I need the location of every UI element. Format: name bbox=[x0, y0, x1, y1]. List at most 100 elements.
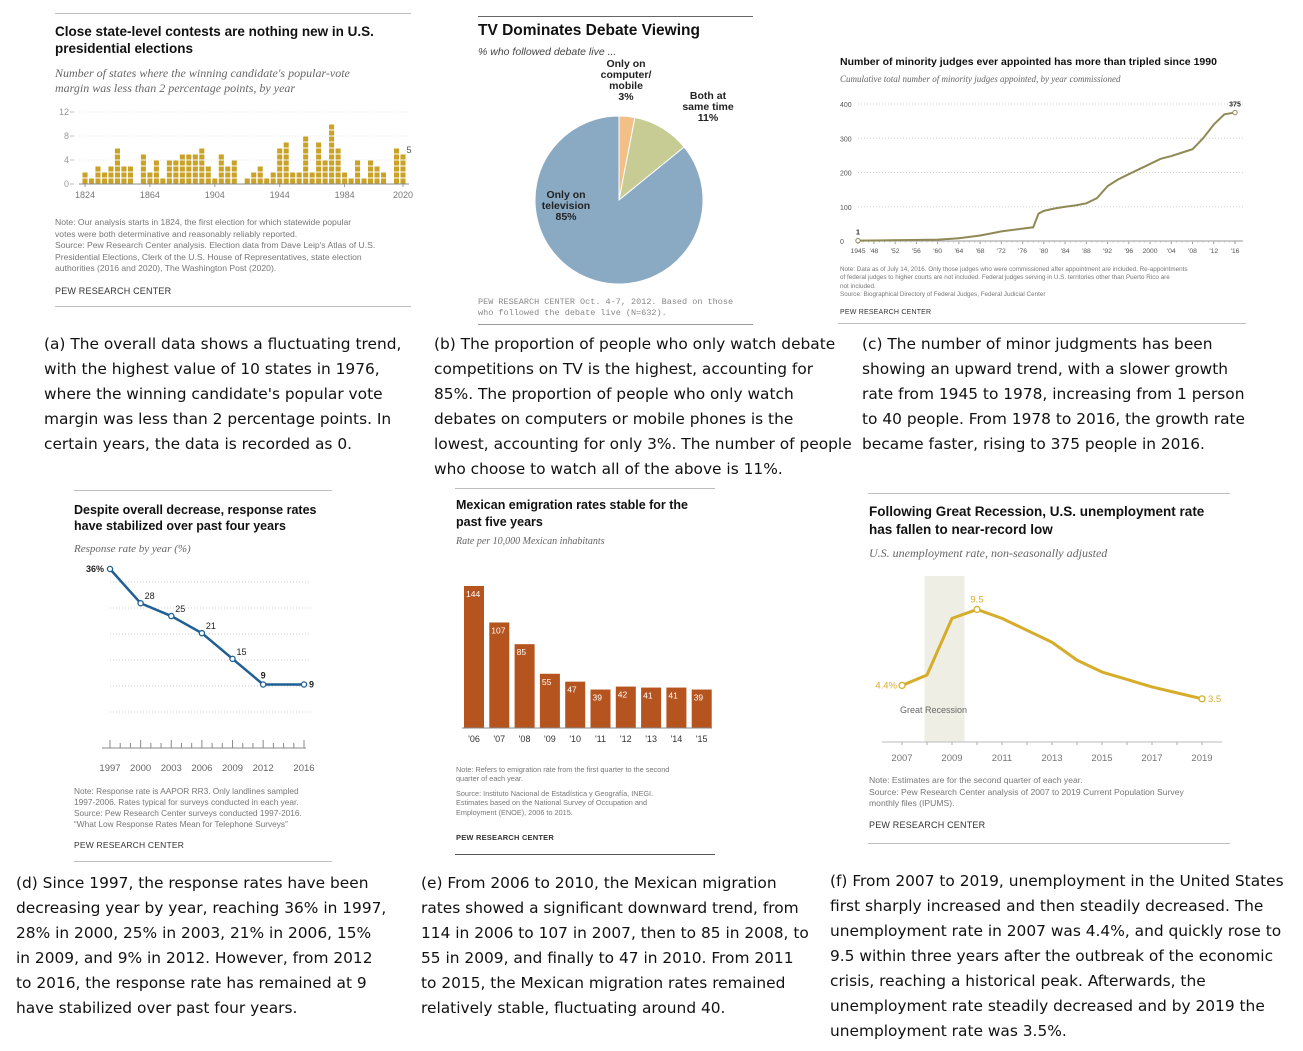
x-tick-label: 2017 bbox=[1141, 753, 1162, 764]
point-marker bbox=[1232, 109, 1238, 116]
bar-segment bbox=[329, 130, 335, 136]
bar-segment bbox=[231, 172, 237, 178]
bar-segment bbox=[114, 154, 120, 160]
x-tick-label: '09 bbox=[544, 734, 556, 744]
y-tick-label: 400 bbox=[840, 102, 852, 109]
y-tick-label: 100 bbox=[840, 205, 852, 212]
point-marker bbox=[300, 681, 308, 688]
bar-segment bbox=[166, 166, 172, 172]
note-line: 1997-2006. Rates typical for surveys con… bbox=[74, 797, 299, 807]
bar-segment bbox=[231, 166, 237, 172]
bar-segment bbox=[342, 172, 348, 178]
x-tick-label: '15 bbox=[696, 734, 708, 744]
bar bbox=[565, 681, 586, 728]
bar bbox=[666, 687, 687, 728]
x-tick-label: '11 bbox=[595, 734, 606, 744]
bar-segment bbox=[329, 160, 335, 166]
point-label: 1 bbox=[856, 230, 860, 237]
bar bbox=[691, 689, 712, 728]
y-tick-label: 4 bbox=[64, 155, 69, 165]
chart-c: 0 100 200 300 400 1945 '48 '52 '56 '60 '64 '68 '72 '7… bbox=[840, 102, 1243, 255]
point-label: 28 bbox=[145, 591, 155, 601]
panel-f-brand: PEW RESEARCH CENTER bbox=[869, 820, 986, 830]
bar-segment bbox=[380, 172, 387, 178]
bar-segment bbox=[140, 178, 146, 184]
bar-segment bbox=[231, 178, 237, 184]
bar-segment bbox=[393, 154, 400, 160]
bar bbox=[615, 686, 636, 728]
bar-segment bbox=[355, 166, 361, 172]
bar-segment bbox=[140, 166, 146, 172]
x-tick-label: 2015 bbox=[1091, 753, 1112, 764]
panel-d-note: Note: Response rate is AAPOR RR3. Only l… bbox=[74, 786, 302, 830]
caption-b: (b) The proportion of people who only wa… bbox=[434, 335, 852, 478]
x-tick-label: '08 bbox=[519, 734, 531, 744]
bar-segment bbox=[114, 166, 120, 172]
chart-d: 1997 2000 2003 2006 2009 2012 2016 36% 28 25 21 15 9… bbox=[86, 564, 315, 774]
bar bbox=[641, 687, 662, 728]
bar-segment bbox=[290, 178, 296, 184]
bar bbox=[489, 622, 510, 728]
note-line: PEW RESEARCH CENTER Oct. 4-7, 2012. Base… bbox=[478, 297, 734, 307]
caption-e: (e) From 2006 to 2010, the Mexican migra… bbox=[421, 874, 809, 1017]
note-line: Note: Data as of July 14, 2016. Only tho… bbox=[840, 266, 1188, 273]
bar-segment bbox=[322, 178, 328, 184]
slice-label: 11% bbox=[698, 112, 719, 124]
bar-segment bbox=[270, 178, 276, 184]
bar-segment bbox=[173, 178, 179, 184]
x-tick-label: '52 bbox=[891, 248, 900, 255]
bar-segment bbox=[82, 172, 88, 178]
bar-segment bbox=[277, 178, 283, 184]
bar-segment bbox=[335, 148, 341, 154]
panel-d-title: Despite overall decrease, response rates… bbox=[74, 502, 317, 534]
bar-segment bbox=[179, 166, 185, 172]
bar-segment bbox=[355, 160, 361, 166]
note-line: Note: Response rate is AAPOR RR3. Only l… bbox=[74, 786, 299, 796]
bar-segment bbox=[277, 160, 283, 166]
note-line: Employment (ENOE), 2006 to 2015. bbox=[456, 807, 573, 817]
x-tick-label: 2009 bbox=[222, 763, 243, 774]
bar-segment bbox=[95, 178, 101, 184]
panel-f-title-line: Following Great Recession, U.S. unemploy… bbox=[869, 504, 1205, 519]
slice-label: same time bbox=[682, 101, 734, 113]
bar-segment bbox=[186, 160, 192, 166]
chart-f: Great Recession 2007 2009 2011 2013 2015 2017 2… bbox=[875, 576, 1222, 764]
caption-a: (a) The overall data shows a fluctuating… bbox=[44, 335, 402, 453]
point-marker bbox=[198, 629, 206, 637]
x-tick-label: 2016 bbox=[293, 763, 314, 774]
note-line: monthly files (IPUMS). bbox=[869, 798, 955, 808]
panel-d-bottom-rule bbox=[74, 861, 332, 862]
bar-segment bbox=[225, 178, 231, 184]
x-tick-label: 2000 bbox=[1142, 248, 1157, 255]
note-line: votes were both determinative and reason… bbox=[55, 228, 298, 239]
note-line: Note: Our analysis starts in 1824, the f… bbox=[55, 217, 352, 227]
bar-segment bbox=[173, 172, 179, 178]
panel-e-title: Mexican emigration rates stable for the … bbox=[456, 497, 688, 531]
bar-segment bbox=[322, 166, 328, 172]
note-line: Source: Pew Research Center surveys cond… bbox=[74, 808, 302, 818]
bar-segment bbox=[335, 172, 341, 178]
data-label: 39 bbox=[593, 693, 603, 703]
bar-segment bbox=[335, 178, 341, 184]
bar-segment bbox=[218, 160, 224, 166]
bar-segment bbox=[316, 142, 322, 148]
bar-segment bbox=[283, 172, 289, 178]
panel-c-title: Number of minority judges ever appointed… bbox=[840, 56, 1217, 68]
slice-label: computer/ bbox=[601, 69, 652, 81]
bar-segment bbox=[316, 154, 322, 160]
bar-segment bbox=[199, 166, 205, 172]
bar-segment bbox=[329, 154, 335, 160]
bar-segment bbox=[101, 178, 108, 184]
x-tick-label: 1824 bbox=[75, 190, 95, 200]
x-tick-label: 1997 bbox=[99, 763, 120, 774]
y-tick-label: 300 bbox=[840, 136, 852, 143]
bar-segment bbox=[192, 178, 198, 184]
bar-segment bbox=[225, 166, 231, 172]
x-tick-label: '13 bbox=[645, 734, 657, 744]
bar-segment bbox=[147, 178, 153, 184]
x-tick-label: 2012 bbox=[253, 763, 274, 774]
bar-segment bbox=[296, 178, 302, 184]
panel-b-top-rule bbox=[478, 16, 753, 17]
bar-segment bbox=[199, 160, 205, 166]
panel-a-title-line: Close state-level contests are nothing n… bbox=[55, 24, 374, 39]
